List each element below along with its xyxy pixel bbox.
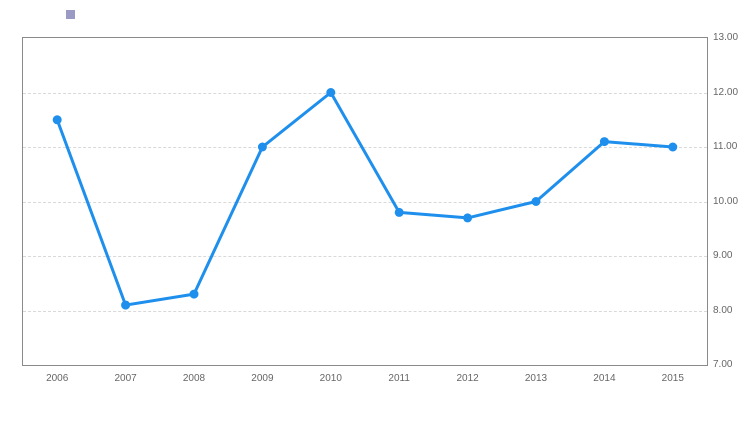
- x-axis-tick-label: 2006: [46, 373, 69, 384]
- y-axis-tick-label: 9.00: [713, 250, 733, 261]
- data-point-marker[interactable]: [326, 88, 336, 97]
- x-axis-tick-label: 2013: [524, 373, 548, 384]
- x-axis-tick-label: 2011: [388, 373, 410, 384]
- data-point-marker[interactable]: [599, 137, 609, 147]
- x-axis-tick-label: 2010: [319, 373, 342, 384]
- data-point-marker[interactable]: [463, 213, 473, 223]
- gridline: [23, 256, 707, 257]
- x-axis-tick-label: 2012: [456, 373, 479, 384]
- x-axis-tick-label: 2008: [182, 373, 206, 384]
- gridline: [23, 310, 707, 312]
- gridline: [23, 92, 707, 94]
- y-axis-tick-label: 13.00: [713, 32, 739, 43]
- x-axis-tick-label: 2014: [593, 373, 616, 384]
- data-point-marker[interactable]: [121, 300, 131, 310]
- legend-marker[interactable]: [66, 10, 75, 19]
- x-axis-tick-label: 2007: [114, 373, 137, 384]
- data-point-marker[interactable]: [52, 115, 62, 125]
- plot-area: [22, 37, 708, 366]
- data-point-marker[interactable]: [394, 207, 404, 217]
- y-axis-tick-label: 11.00: [713, 141, 738, 152]
- y-axis-tick-label: 12.00: [713, 86, 739, 98]
- data-point-marker[interactable]: [257, 142, 267, 152]
- data-point-marker[interactable]: [668, 142, 678, 152]
- x-axis-tick-label: 2015: [661, 373, 684, 384]
- gridline: [23, 201, 707, 203]
- y-axis-tick-label: 10.00: [713, 195, 739, 207]
- y-axis-tick-label: 8.00: [713, 304, 733, 316]
- y-axis-tick-label: 7.00: [713, 359, 733, 370]
- data-point-marker[interactable]: [531, 197, 541, 206]
- x-axis-tick-label: 2009: [251, 373, 274, 384]
- gridline: [23, 147, 707, 148]
- data-point-marker[interactable]: [189, 289, 199, 299]
